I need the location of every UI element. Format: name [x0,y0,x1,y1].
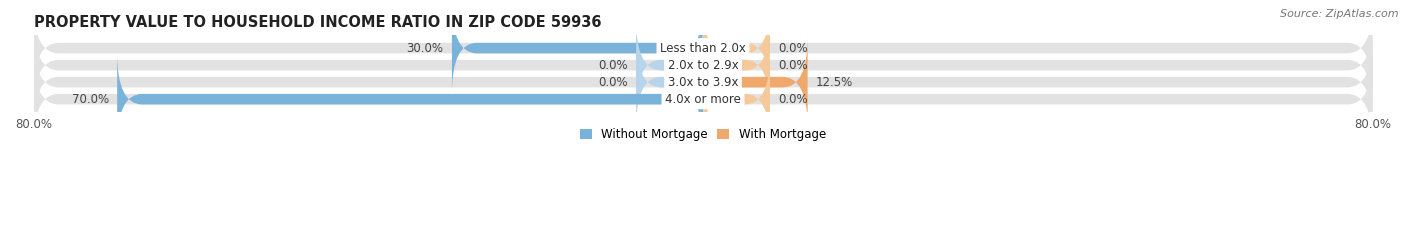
FancyBboxPatch shape [451,2,703,94]
Text: 3.0x to 3.9x: 3.0x to 3.9x [668,76,738,89]
Text: 12.5%: 12.5% [815,76,853,89]
FancyBboxPatch shape [34,53,1372,145]
Text: 0.0%: 0.0% [779,93,808,106]
Text: Less than 2.0x: Less than 2.0x [659,42,747,55]
Text: 0.0%: 0.0% [779,59,808,72]
Text: 30.0%: 30.0% [406,42,443,55]
Text: Source: ZipAtlas.com: Source: ZipAtlas.com [1281,9,1399,19]
FancyBboxPatch shape [34,19,1372,111]
Text: PROPERTY VALUE TO HOUSEHOLD INCOME RATIO IN ZIP CODE 59936: PROPERTY VALUE TO HOUSEHOLD INCOME RATIO… [34,15,600,30]
FancyBboxPatch shape [636,19,703,111]
FancyBboxPatch shape [703,2,770,94]
Text: 0.0%: 0.0% [779,42,808,55]
Text: 2.0x to 2.9x: 2.0x to 2.9x [668,59,738,72]
Text: 4.0x or more: 4.0x or more [665,93,741,106]
FancyBboxPatch shape [34,2,1372,94]
Text: 0.0%: 0.0% [598,76,627,89]
FancyBboxPatch shape [703,19,770,111]
Text: 70.0%: 70.0% [72,93,108,106]
FancyBboxPatch shape [703,53,770,145]
FancyBboxPatch shape [703,36,807,128]
Legend: Without Mortgage, With Mortgage: Without Mortgage, With Mortgage [575,123,831,146]
Text: 0.0%: 0.0% [598,59,627,72]
FancyBboxPatch shape [34,36,1372,128]
FancyBboxPatch shape [636,36,703,128]
FancyBboxPatch shape [117,53,703,145]
